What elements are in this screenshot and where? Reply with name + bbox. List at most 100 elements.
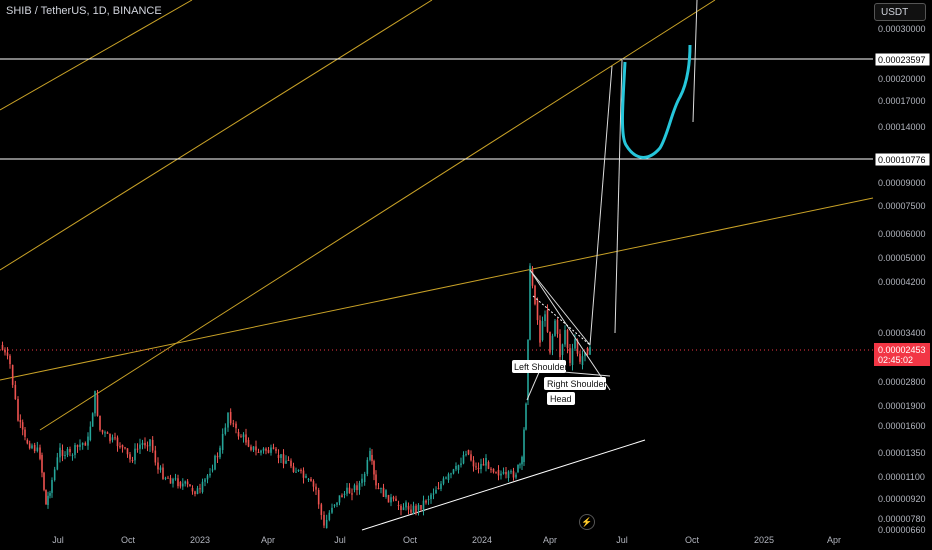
candle bbox=[26, 440, 29, 444]
candle bbox=[343, 493, 346, 495]
annotation-right-shoulder: Right Shoulder bbox=[544, 377, 607, 390]
candle bbox=[566, 330, 569, 349]
candle bbox=[492, 468, 495, 473]
candle bbox=[317, 490, 320, 505]
y-tick-label: 0.00030000 bbox=[878, 24, 926, 34]
candle bbox=[211, 469, 214, 471]
candle bbox=[380, 487, 382, 489]
triangle-line bbox=[526, 369, 541, 401]
candle bbox=[76, 445, 79, 447]
candle bbox=[328, 512, 331, 520]
candle bbox=[353, 485, 356, 490]
y-tick-label: 0.00014000 bbox=[878, 122, 926, 132]
candle bbox=[201, 481, 204, 492]
candle bbox=[141, 442, 144, 445]
projection-lines bbox=[526, 0, 698, 401]
candle bbox=[235, 423, 237, 429]
candle bbox=[196, 488, 199, 495]
candle bbox=[216, 455, 219, 458]
candle bbox=[282, 454, 285, 464]
candle bbox=[450, 473, 452, 475]
candle bbox=[455, 465, 457, 470]
candle bbox=[521, 457, 523, 465]
svg-text:0.00002453: 0.00002453 bbox=[878, 345, 926, 355]
candle bbox=[338, 495, 341, 503]
y-tick-label: 0.00009000 bbox=[878, 178, 926, 188]
trend-line bbox=[39, 0, 716, 431]
candle bbox=[292, 466, 295, 472]
candle bbox=[462, 455, 465, 464]
candle bbox=[9, 355, 11, 365]
candle bbox=[467, 450, 470, 455]
trend-lines bbox=[0, 0, 874, 431]
candle bbox=[310, 478, 312, 482]
candle bbox=[475, 466, 477, 468]
candle bbox=[559, 333, 561, 358]
candle bbox=[182, 483, 184, 487]
candle bbox=[495, 472, 497, 474]
candle bbox=[45, 489, 47, 505]
x-tick-label: Oct bbox=[403, 535, 418, 545]
svg-text:02:45:02: 02:45:02 bbox=[878, 355, 913, 365]
y-axis-ticks: 0.00030000 0.00020000 0.00017000 0.00014000… bbox=[878, 24, 926, 535]
candle bbox=[465, 454, 467, 456]
candle bbox=[457, 465, 460, 470]
candle bbox=[544, 314, 546, 321]
candle bbox=[290, 460, 292, 467]
candle bbox=[510, 471, 512, 473]
candle bbox=[232, 423, 235, 425]
candle bbox=[267, 450, 270, 453]
candle bbox=[571, 348, 574, 365]
x-tick-label: Jul bbox=[616, 535, 628, 545]
candle bbox=[61, 450, 64, 456]
candle bbox=[512, 471, 515, 478]
candle bbox=[33, 445, 36, 452]
candle bbox=[564, 330, 566, 345]
candle bbox=[240, 436, 242, 438]
y-tick-label: 0.00000780 bbox=[878, 514, 926, 524]
candle bbox=[136, 448, 139, 450]
level-tag-0.00023597: 0.00023597 bbox=[874, 52, 931, 67]
candle bbox=[502, 471, 505, 474]
projection-line bbox=[589, 65, 613, 346]
candle bbox=[270, 447, 272, 453]
candle bbox=[81, 443, 84, 445]
candle bbox=[104, 432, 106, 434]
candle bbox=[116, 437, 119, 447]
candle bbox=[323, 514, 325, 526]
projection-line bbox=[692, 0, 698, 123]
candle bbox=[146, 445, 149, 447]
candle bbox=[265, 448, 267, 451]
candle bbox=[490, 468, 492, 470]
candle bbox=[206, 475, 209, 480]
candle bbox=[17, 399, 19, 421]
svg-text:Left Shoulder: Left Shoulder bbox=[514, 362, 568, 372]
candle bbox=[229, 412, 232, 424]
candle bbox=[131, 460, 134, 461]
candle bbox=[358, 483, 361, 491]
candle bbox=[277, 455, 280, 458]
candle bbox=[144, 442, 146, 446]
candle bbox=[56, 457, 59, 470]
candle bbox=[154, 450, 157, 463]
x-tick-label: 2024 bbox=[472, 535, 492, 545]
svg-text:0.00023597: 0.00023597 bbox=[878, 55, 926, 65]
candle bbox=[69, 448, 71, 453]
candles bbox=[1, 263, 591, 529]
y-tick-label: 0.00005000 bbox=[878, 253, 926, 263]
candle bbox=[305, 475, 307, 478]
candle bbox=[377, 488, 380, 489]
x-tick-label: Jul bbox=[334, 535, 346, 545]
candle bbox=[64, 454, 66, 456]
candle bbox=[392, 497, 395, 499]
candle bbox=[320, 504, 323, 515]
candle bbox=[91, 413, 94, 427]
candle bbox=[275, 448, 277, 451]
candle bbox=[541, 320, 544, 340]
lightning-icon[interactable]: ⚡ bbox=[579, 514, 595, 530]
candle bbox=[14, 384, 17, 400]
currency-selector-button[interactable]: USDT bbox=[874, 3, 926, 21]
candle bbox=[371, 455, 373, 462]
candle bbox=[515, 474, 517, 478]
